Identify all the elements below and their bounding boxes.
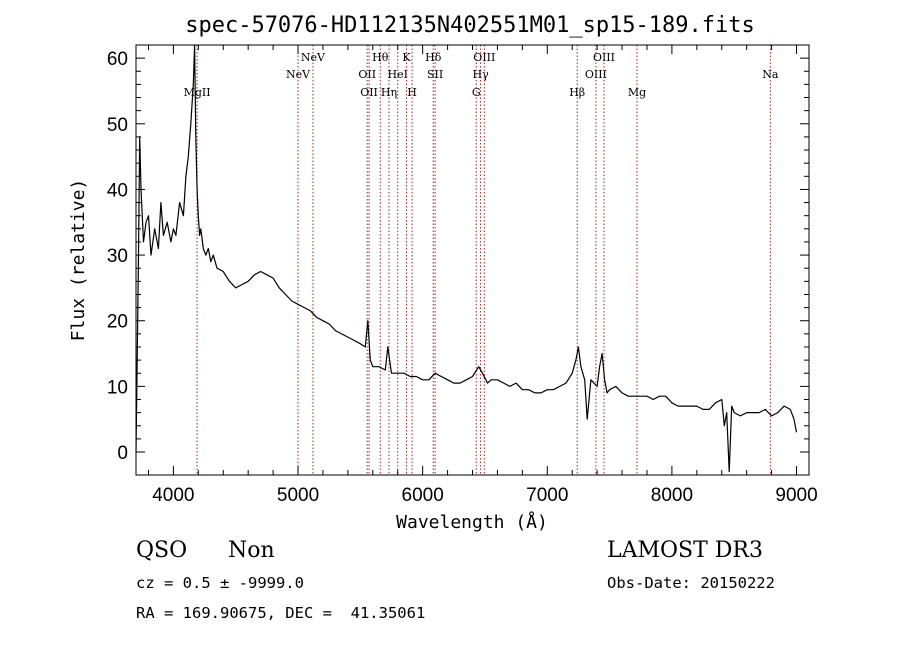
line-markers: MgIINeVNeVOIIOIIHθHηHeIKHHδSIIGHγOIIIHβO… [184,45,779,475]
line-marker-label: OII [358,68,376,81]
line-marker-label: OIII [473,51,495,64]
line-marker-label: G [472,86,481,99]
y-tick-label: 50 [107,115,128,136]
line-marker-label: Hδ [425,51,442,64]
line-marker-label: OIII [593,51,615,64]
sky-coordinates: RA = 169.90675, DEC = 41.35061 [136,604,426,622]
line-marker-label: Na [762,68,779,81]
y-tick-label: 40 [107,180,128,201]
chart-title: spec-57076-HD112135N402551M01_sp15-189.f… [185,13,755,38]
line-marker-label: Hβ [569,86,585,99]
object-class: QSO [136,538,188,563]
redshift-value: cz = 0.5 ± -9999.0 [136,574,304,592]
x-tick-label: 9000 [775,485,817,506]
observation-date: Obs-Date: 20150222 [607,574,775,592]
line-marker-label: NeV [301,51,326,64]
x-tick-label: 4000 [152,485,194,506]
line-marker-label: SII [427,68,443,81]
y-tick-label: 20 [107,312,128,333]
y-tick-label: 60 [107,49,128,70]
line-marker-label: HeI [387,68,407,81]
line-marker-label: K [402,51,411,64]
y-axis-label: Flux (relative) [68,179,89,342]
x-axis-label: Wavelength (Å) [396,511,548,533]
spectrum-series [135,44,798,473]
line-marker-label: MgII [184,86,211,99]
object-subclass: Non [228,538,275,563]
x-tick-label: 6000 [402,485,444,506]
x-tick-label: 5000 [277,485,319,506]
x-tick-label: 8000 [651,485,693,506]
line-marker-label: NeV [286,68,311,81]
y-tick-label: 0 [117,443,128,464]
line-marker-label: Hθ [372,51,389,64]
spectrum-line [135,44,798,473]
survey-name: LAMOST DR3 [607,538,763,563]
line-marker-label: H [407,86,417,99]
y-tick-label: 30 [107,246,128,267]
line-marker-label: OII [360,86,378,99]
line-marker-label: Mg [628,86,646,99]
line-marker-label: OIII [585,68,607,81]
axis-ticks: 4000 5000 6000 7000 8000 9000 0 10 20 30 40 50 60 [107,45,818,506]
line-marker-label: Hη [381,86,397,99]
plot-frame [135,44,810,476]
line-marker-label: Hγ [473,68,490,81]
y-tick-label: 10 [107,377,128,398]
x-tick-label: 7000 [526,485,568,506]
